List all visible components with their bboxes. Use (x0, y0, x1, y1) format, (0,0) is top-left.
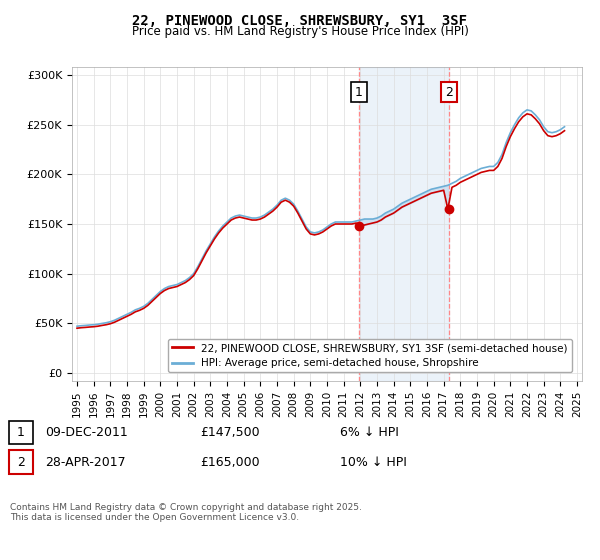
Text: 10% ↓ HPI: 10% ↓ HPI (340, 456, 407, 469)
Bar (359, 67, 449, 381)
Text: 1: 1 (17, 426, 25, 439)
Text: 22, PINEWOOD CLOSE, SHREWSBURY, SY1  3SF: 22, PINEWOOD CLOSE, SHREWSBURY, SY1 3SF (133, 14, 467, 28)
Text: £165,000: £165,000 (200, 456, 260, 469)
Text: 6% ↓ HPI: 6% ↓ HPI (340, 426, 399, 439)
Text: 1: 1 (355, 86, 363, 99)
FancyBboxPatch shape (9, 421, 33, 445)
Legend: 22, PINEWOOD CLOSE, SHREWSBURY, SY1 3SF (semi-detached house), HPI: Average pric: 22, PINEWOOD CLOSE, SHREWSBURY, SY1 3SF … (167, 339, 572, 372)
Text: 28-APR-2017: 28-APR-2017 (45, 456, 125, 469)
Text: Contains HM Land Registry data © Crown copyright and database right 2025.
This d: Contains HM Land Registry data © Crown c… (10, 503, 362, 522)
Text: 2: 2 (445, 86, 453, 99)
Text: 2: 2 (17, 456, 25, 469)
Text: £147,500: £147,500 (200, 426, 260, 439)
Text: Price paid vs. HM Land Registry's House Price Index (HPI): Price paid vs. HM Land Registry's House … (131, 25, 469, 38)
Text: 09-DEC-2011: 09-DEC-2011 (45, 426, 128, 439)
FancyBboxPatch shape (9, 450, 33, 474)
